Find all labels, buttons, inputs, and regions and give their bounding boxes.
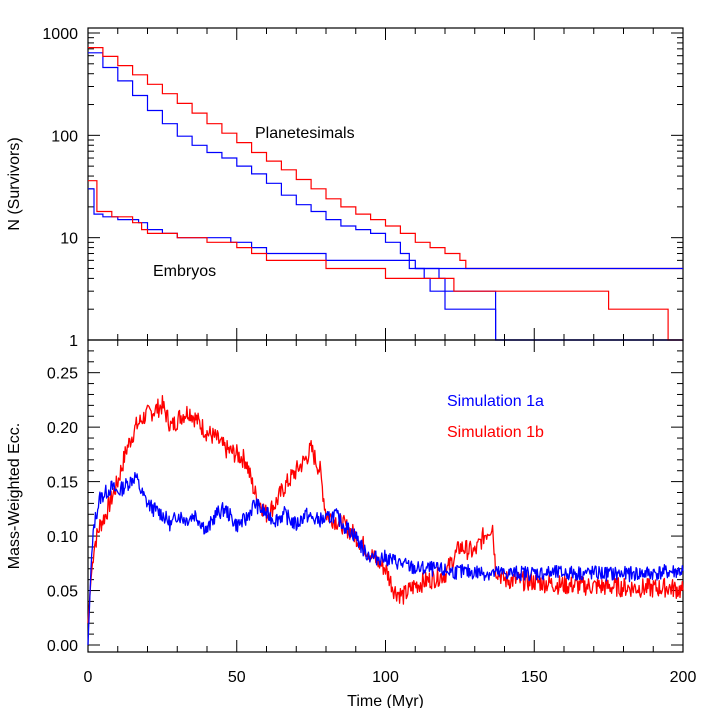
top-series-line [88,47,683,270]
x-tick-label: 200 [670,669,697,686]
x-tick-label: 50 [228,669,246,686]
top-plot-frame [87,27,684,341]
top-panel: 1 10 100 1000 N (Survivors) Planetesimals Embr… [6,26,684,350]
top-y-axis-label: N (Survivors) [6,137,23,230]
ecc-series-line [87,471,684,646]
x-axis-label: Time (Myr) [347,693,424,708]
bottom-y-tick-label: 0.10 [47,529,78,546]
top-y-tick-label: 10 [60,231,78,248]
bottom-y-tick-label: 0.05 [47,584,78,601]
legend-entry: Simulation 1b [447,424,544,441]
ecc-series-line [87,395,684,624]
bottom-y-tick-label: 0.15 [47,475,78,492]
bottom-panel: 0.00 0.05 0.10 0.15 0.20 0.25 0 50 100 150 200 Time… [6,339,697,708]
x-tick-label: 100 [372,669,399,686]
annotation-embryos: Embryos [153,263,216,280]
bottom-y-axis-label: Mass-Weighted Ecc. [6,423,23,569]
legend-entry: Simulation 1a [447,393,544,410]
top-series-line [88,188,683,341]
annotation-planetesimals: Planetesimals [255,125,355,142]
top-y-tick-label: 100 [51,128,78,145]
x-tick-label: 150 [521,669,548,686]
top-y-tick-label: 1 [69,333,78,350]
bottom-plot-frame [87,339,684,653]
bottom-y-tick-label: 0.20 [47,420,78,437]
x-tick-label: 0 [84,669,93,686]
top-series-line [88,52,683,341]
bottom-y-tick-label: 0.00 [47,638,78,655]
top-series-line [88,180,683,341]
bottom-y-tick-label: 0.25 [47,366,78,383]
top-y-tick-label: 1000 [42,26,78,43]
